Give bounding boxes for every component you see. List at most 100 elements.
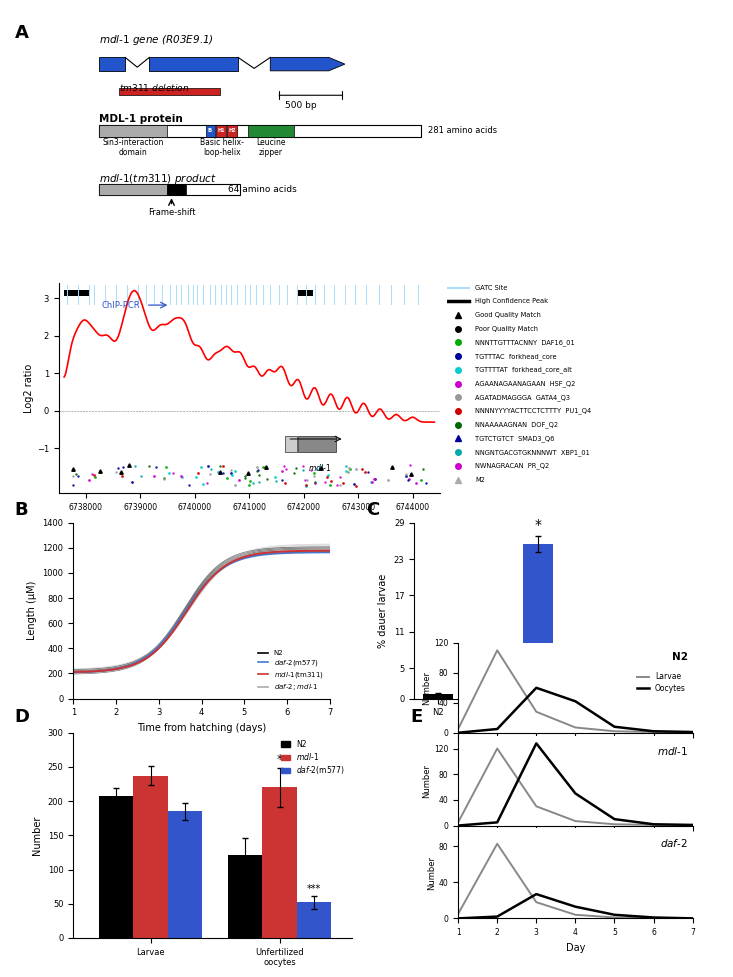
Point [400,466,412,482]
Legend: Larvae, Oocytes: Larvae, Oocytes [634,669,689,696]
Text: M2: M2 [475,477,485,483]
Bar [99,185,168,195]
Y-axis label: % dauer larvae: % dauer larvae [378,573,388,648]
Point [86,466,97,482]
Point [276,463,288,479]
Point [276,473,287,488]
Point [129,458,141,474]
Point [150,459,162,475]
X-axis label: Time from hatching (days): Time from hatching (days) [137,723,266,733]
Point [183,478,194,493]
Point [67,468,79,484]
Text: $\mathit{mdl\text{-}1}$: $\mathit{mdl\text{-}1}$ [657,744,688,756]
Point [117,469,128,485]
X-axis label: Day: Day [566,943,585,953]
Point [226,467,238,483]
Point [356,461,367,477]
Point [214,458,226,474]
Text: N2: N2 [672,652,688,661]
Bar [216,125,226,137]
Y-axis label: Number: Number [427,857,436,890]
Legend: N2, $\mathit{daf}$-$\mathit{2}$(m577), $\mathit{mdl}$-$\mathit{1}$(tm311), $\mat: N2, $\mathit{daf}$-$\mathit{2}$(m577), $… [255,648,326,695]
Point [309,476,321,491]
Point [402,472,413,488]
Point [253,474,265,489]
Point [365,475,377,490]
Text: NNNTTGTTTACNNY  DAF16_01: NNNTTGTTTACNNY DAF16_01 [475,339,575,346]
Point [174,469,186,485]
Bar [133,776,168,938]
Text: Sin3-interaction
domain: Sin3-interaction domain [103,138,164,157]
Text: NNNNYYYYACTTCCTCTTTY  PU1_Q4: NNNNYYYYACTTCCTCTTTY PU1_Q4 [475,407,592,414]
Point [301,472,313,488]
Text: NNAAAAAGNAN  DOF_Q2: NNAAAAAGNAN DOF_Q2 [475,421,558,428]
Y-axis label: Length (μM): Length (μM) [27,581,37,640]
Point [247,476,259,491]
Bar [99,185,240,195]
Y-axis label: Number: Number [422,671,431,704]
Point [301,477,312,492]
Point [143,458,155,474]
Point [383,472,394,488]
Bar [573,658,603,699]
Text: NWNAGRACAN  PR_Q2: NWNAGRACAN PR_Q2 [475,462,549,469]
Point [205,461,217,477]
Point [337,476,349,491]
Text: *: * [276,753,283,766]
Y-axis label: Number: Number [422,764,431,797]
Point [110,464,122,480]
Point [404,457,416,473]
Text: $\mathit{mdl}$-$\mathit{1(tm311)}$ product: $\mathit{mdl}$-$\mathit{1(tm311)}$ produ… [99,172,217,187]
Y-axis label: Number: Number [32,816,42,855]
Bar [168,185,185,195]
Bar [99,125,168,137]
Point [177,469,188,485]
Point [167,465,179,481]
Point [239,470,251,486]
Point [334,469,346,485]
Text: $\mathit{mdl}$-$\mathit{1}$ gene (R03E9.1): $\mathit{mdl}$-$\mathit{1}$ gene (R03E9.… [99,33,214,47]
Point [362,464,374,480]
Point [312,461,323,477]
Point [67,478,79,493]
Bar [473,692,503,699]
Bar [168,811,202,938]
Bar [423,695,453,699]
Point [253,467,265,483]
Text: *: * [534,518,542,531]
Point [251,458,263,474]
Text: C: C [366,501,380,519]
Point [192,465,204,481]
Point [195,459,207,475]
Text: Frame-shift: Frame-shift [148,208,195,217]
Point [314,458,325,474]
Text: E: E [410,708,423,726]
Text: Poor Quality Match: Poor Quality Match [475,325,538,332]
Point [196,476,208,491]
Point [135,468,147,484]
Bar [248,125,295,137]
Point [160,459,172,475]
Point [320,474,331,489]
Point [233,472,245,488]
Point [306,462,317,478]
Bar [150,58,238,71]
Text: AGAANAGAANAGAAN  HSF_Q2: AGAANAGAANAGAAN HSF_Q2 [475,380,575,387]
Point [229,477,241,492]
Point [340,458,352,474]
Polygon shape [270,58,345,71]
Point [278,458,290,474]
Point [239,469,251,485]
Point [262,471,273,487]
Point [163,465,174,481]
Bar [227,125,237,137]
Point [202,458,213,474]
Point [290,460,302,476]
Point [212,464,224,480]
Point [148,468,160,484]
Point [331,477,343,492]
Text: $\mathit{daf\text{-}2}$: $\mathit{daf\text{-}2}$ [660,837,688,849]
Bar [228,855,262,938]
Point [350,478,361,493]
Point [158,470,170,486]
